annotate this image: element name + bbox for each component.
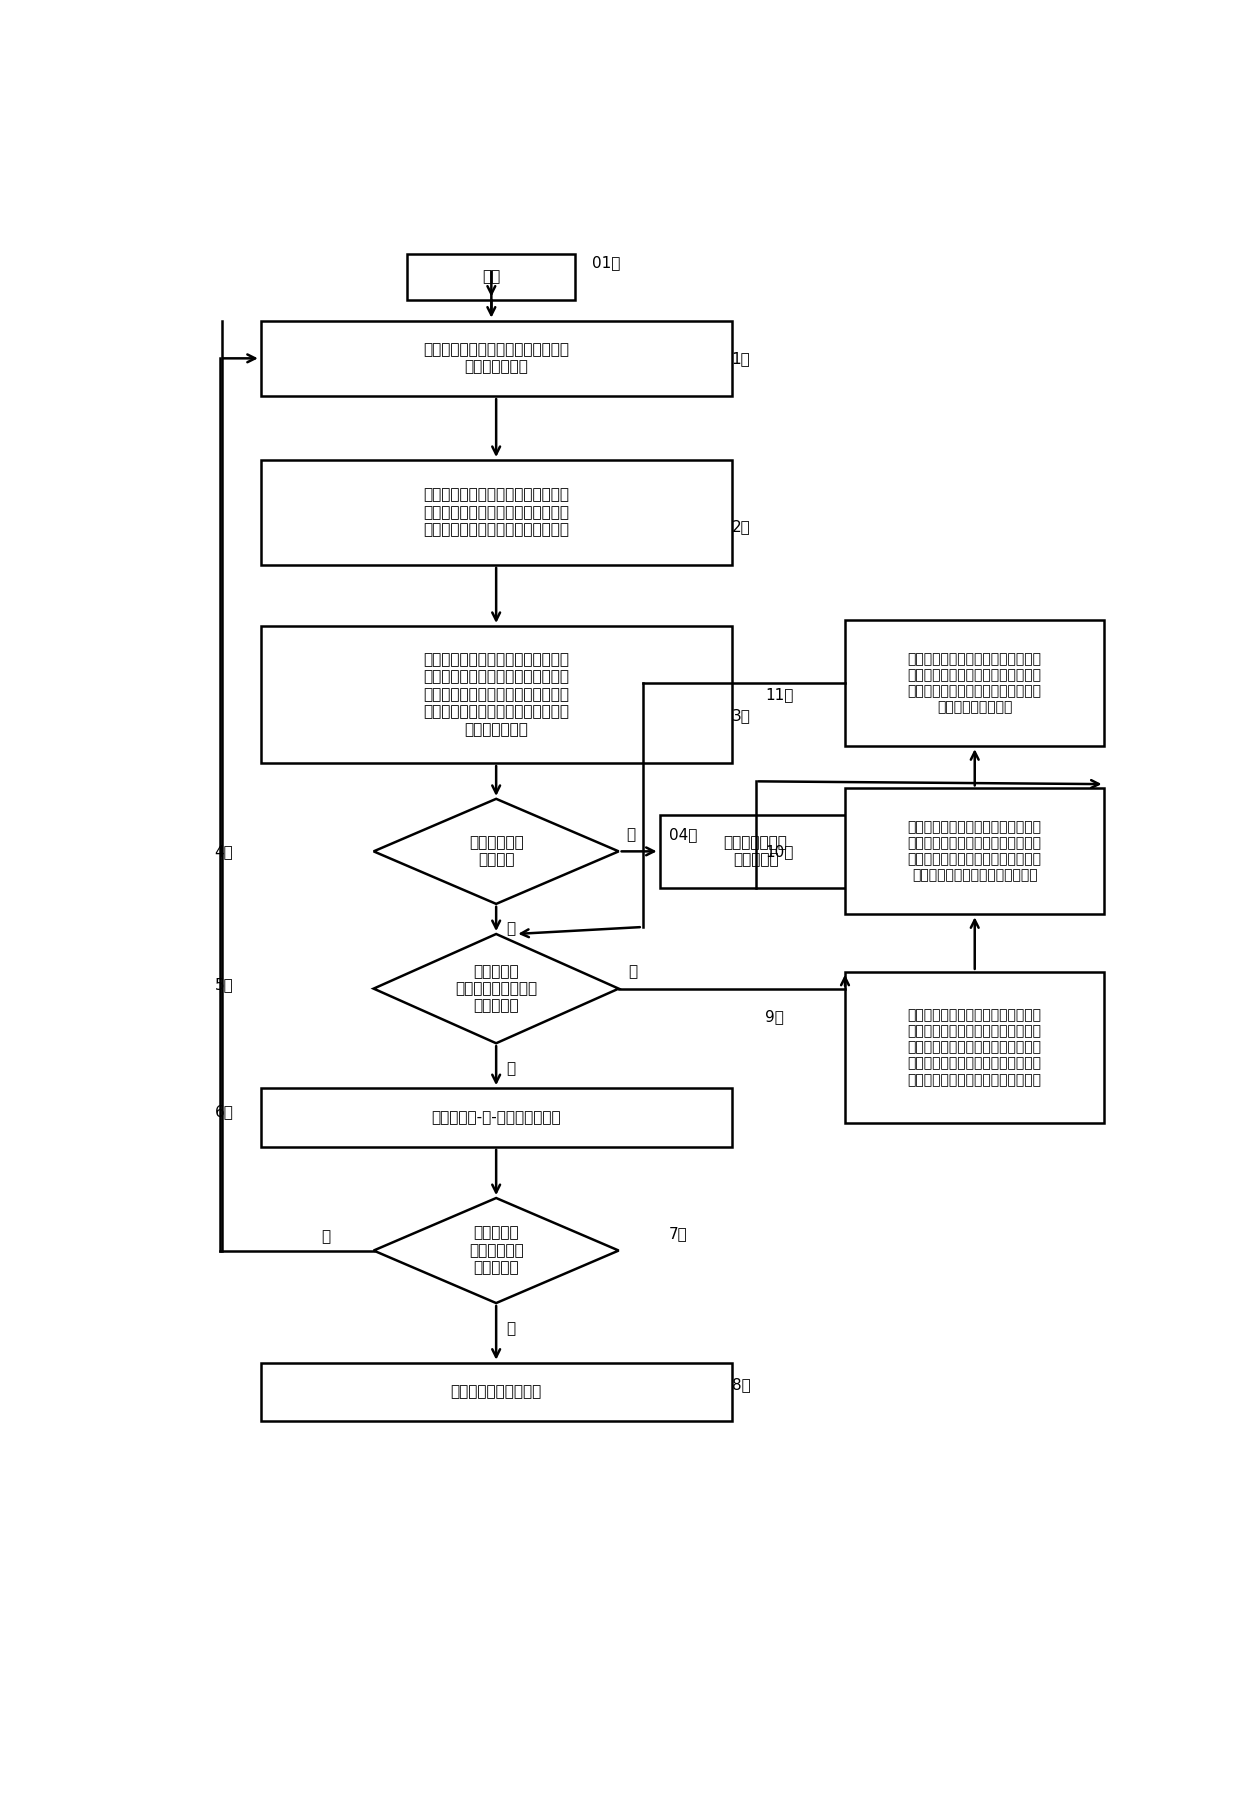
Text: 8）: 8） (732, 1377, 750, 1393)
Text: 与该用户表箱的拓扑识别装置处于同
一条电力线路上的其他拓扑识别装置
、台区智能终端检测该电力载波信号
的强度，并将检测结果信息文件上传
至台区智能终端: 与该用户表箱的拓扑识别装置处于同 一条电力线路上的其他拓扑识别装置 、台区智能终… (423, 653, 569, 737)
Text: 其它节点的拓扑识别装置接收到该电
力载波信号时，会再次对信号强度进
行检测，并将检测结果、识别的拓扑
编码信息文件上传至台区智能终端: 其它节点的拓扑识别装置接收到该电 力载波信号时，会再次对信号强度进 行检测，并将… (908, 820, 1042, 882)
Text: 否: 否 (626, 828, 635, 842)
Text: 是: 是 (506, 1060, 515, 1077)
FancyBboxPatch shape (844, 788, 1105, 915)
Text: 5）: 5） (215, 977, 233, 991)
Text: 1）: 1） (732, 351, 750, 366)
FancyBboxPatch shape (260, 1088, 732, 1148)
Text: 是: 是 (506, 922, 515, 937)
Text: 否: 否 (629, 964, 637, 979)
FancyBboxPatch shape (260, 460, 732, 566)
Text: 节点信号强度
值最大？: 节点信号强度 值最大？ (469, 835, 523, 868)
FancyBboxPatch shape (844, 620, 1105, 746)
FancyBboxPatch shape (260, 320, 732, 397)
FancyBboxPatch shape (660, 815, 852, 888)
Text: 3）: 3） (732, 708, 750, 722)
Text: 各台区智能终端向用户表箱的拓扑识
别装置发出指令: 各台区智能终端向用户表箱的拓扑识 别装置发出指令 (423, 342, 569, 375)
FancyBboxPatch shape (260, 1362, 732, 1421)
Text: 是否遍历完
所有拓扑识别
装置节点？: 是否遍历完 所有拓扑识别 装置节点？ (469, 1226, 523, 1275)
Text: 9）: 9） (765, 1010, 784, 1024)
Text: 7）: 7） (670, 1226, 688, 1241)
Polygon shape (373, 1199, 619, 1302)
Text: 开始: 开始 (482, 269, 501, 284)
Text: 完成一条户-线-变物理拓扑识别: 完成一条户-线-变物理拓扑识别 (432, 1110, 560, 1124)
Polygon shape (373, 933, 619, 1044)
Text: 01）: 01） (593, 256, 621, 271)
Text: 台区智能终端再次分析各节点处拓扑
识别装置信号强度检测结果，信号强
度最强的节点，则可判定为与该节点
电气相连的上级节点: 台区智能终端再次分析各节点处拓扑 识别装置信号强度检测结果，信号强 度最强的节点… (908, 651, 1042, 715)
FancyBboxPatch shape (844, 971, 1105, 1122)
Text: 该用户表箱的拓扑识别装置接收到指
令后，通过电力载波通讯发送包含自
身拓扑识别编码信息的电力载波信号: 该用户表箱的拓扑识别装置接收到指 令后，通过电力载波通讯发送包含自 身拓扑识别编… (423, 487, 569, 537)
Text: 完成台区物理拓扑识别: 完成台区物理拓扑识别 (450, 1384, 542, 1399)
Text: 否: 否 (321, 1230, 330, 1244)
Text: 进而以该信号强度最强的节点为起点
，台区智能终端向该节点的拓扑识别
装置发出拓扑识别指令，该节点的拓
扑识别装置通过电力载波通讯发送包
含自身拓扑识别编码的电力: 进而以该信号强度最强的节点为起点 ，台区智能终端向该节点的拓扑识别 装置发出拓扑… (908, 1008, 1042, 1088)
Text: 6）: 6） (215, 1104, 233, 1119)
Text: 11）: 11） (765, 688, 794, 702)
FancyBboxPatch shape (260, 626, 732, 764)
Polygon shape (373, 799, 619, 904)
Text: 是: 是 (506, 1321, 515, 1335)
Text: 04）: 04） (670, 828, 698, 842)
Text: 2）: 2） (732, 518, 750, 535)
Text: 10）: 10） (765, 844, 794, 859)
Text: 判断该上级
节点是否为台区智能
终端节点？: 判断该上级 节点是否为台区智能 终端节点？ (455, 964, 537, 1013)
FancyBboxPatch shape (407, 255, 575, 300)
Text: 4）: 4） (215, 844, 233, 859)
Text: 该节点不发出电
力载波信息: 该节点不发出电 力载波信息 (724, 835, 787, 868)
